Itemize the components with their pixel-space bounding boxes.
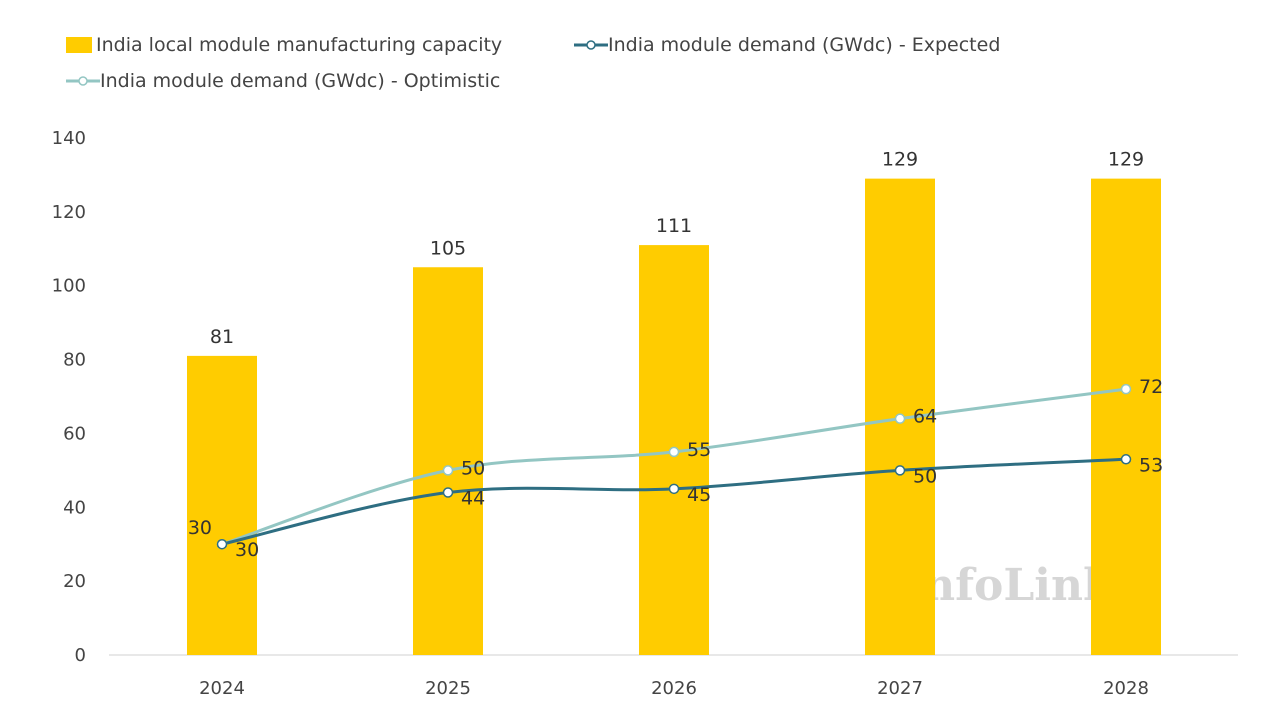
x-tick-label: 2025 [425, 678, 471, 699]
y-tick-label: 80 [63, 350, 86, 371]
legend-label: India local module manufacturing capacit… [96, 34, 503, 56]
line-point [442, 465, 454, 476]
line-data-label: 44 [461, 488, 485, 510]
line-point [894, 465, 906, 476]
line-point [668, 483, 680, 495]
line-data-label: 55 [687, 439, 711, 461]
bar-data-label: 111 [656, 215, 692, 237]
y-tick-label: 100 [52, 276, 86, 297]
line-data-label: 30 [188, 517, 212, 539]
y-tick-label: 60 [63, 423, 86, 444]
line-data-label: 50 [461, 457, 485, 479]
line-data-label: 72 [1139, 376, 1163, 398]
watermark-logo: InfoLink [903, 560, 1115, 611]
y-tick-label: 40 [63, 497, 86, 518]
y-tick-label: 120 [52, 202, 86, 223]
line-point [442, 487, 454, 498]
bar-data-label: 105 [430, 237, 466, 259]
legend-item-capacity: India local module manufacturing capacit… [66, 34, 502, 56]
line-data-label: 64 [913, 406, 937, 428]
x-tick-label: 2028 [1103, 678, 1149, 699]
bar-data-label: 129 [1108, 149, 1144, 171]
x-tick-label: 2026 [651, 678, 697, 699]
legend-item-expected: India module demand (GWdc) - Expected [574, 34, 1000, 56]
line-marker-icon [66, 76, 100, 86]
line-marker-icon [574, 40, 608, 50]
bar-swatch-icon [66, 37, 92, 53]
line-data-label: 53 [1139, 454, 1163, 476]
line-point [1120, 454, 1132, 465]
line-point [668, 446, 680, 458]
line-point [894, 413, 906, 424]
x-tick-label: 2024 [199, 678, 245, 699]
line-data-label: 30 [235, 539, 259, 561]
bar [187, 355, 257, 655]
line-data-label: 50 [913, 465, 937, 487]
bar [413, 267, 483, 655]
bar-data-label: 81 [210, 326, 234, 348]
line-point [1120, 383, 1132, 395]
y-tick-label: 0 [75, 645, 86, 666]
x-tick-label: 2027 [877, 678, 923, 699]
y-tick-label: 140 [52, 128, 86, 149]
legend-item-optimistic: India module demand (GWdc) - Optimistic [66, 70, 500, 92]
y-tick-label: 20 [63, 571, 86, 592]
legend-label: India module demand (GWdc) - Expected [608, 34, 1001, 56]
line-data-label: 45 [687, 484, 711, 506]
legend-label: India module demand (GWdc) - Optimistic [100, 70, 501, 92]
bar-data-label: 129 [882, 149, 918, 171]
line-point [216, 538, 228, 550]
bar [1091, 178, 1161, 655]
